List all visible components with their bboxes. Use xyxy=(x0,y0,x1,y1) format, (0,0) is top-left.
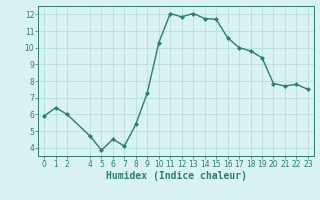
X-axis label: Humidex (Indice chaleur): Humidex (Indice chaleur) xyxy=(106,171,246,181)
